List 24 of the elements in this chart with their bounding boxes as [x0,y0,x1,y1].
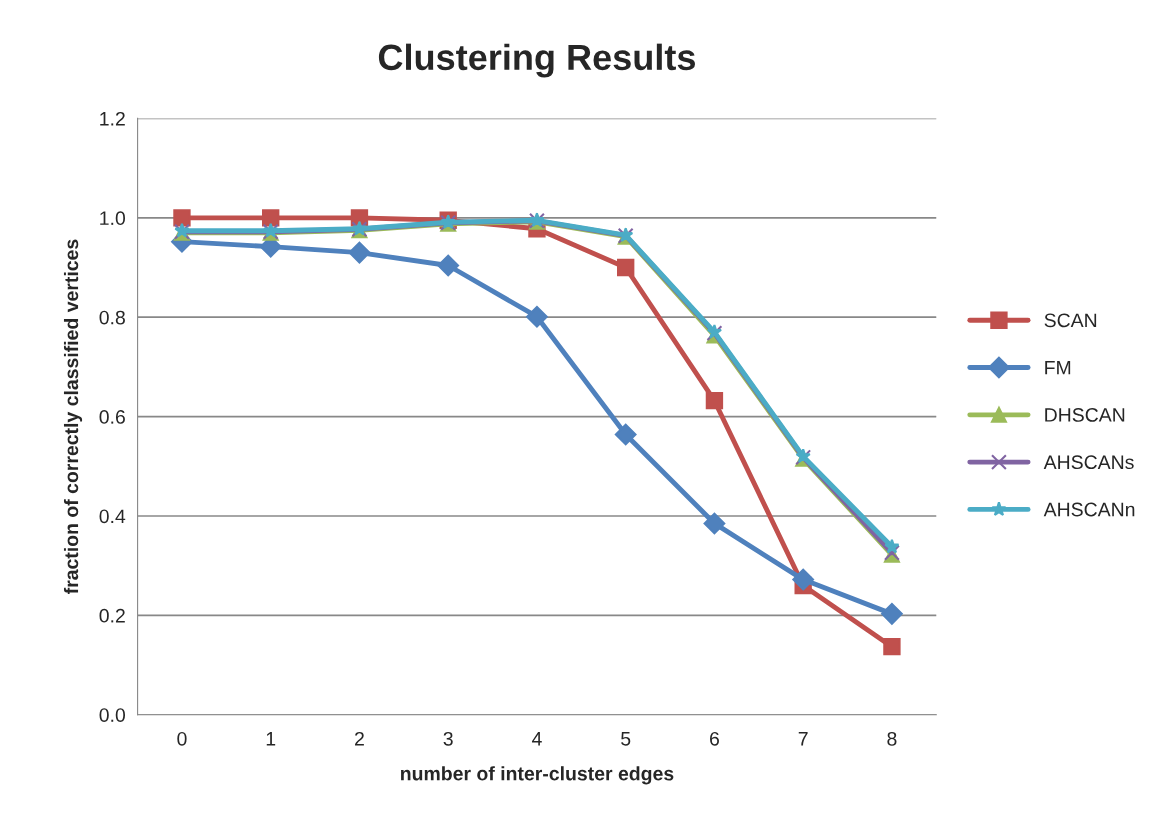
legend-label: SCAN [1044,313,1097,328]
x-axis-title: number of inter-cluster edges [401,766,674,785]
chart-title: Clustering Results [378,43,695,78]
y-tick-label: 0.4 [99,509,126,524]
x-tick-label: 8 [887,731,897,746]
y-tick-label: 1.2 [100,111,125,126]
x-tick-label: 3 [443,731,453,746]
x-tick-label: 7 [798,732,808,746]
y-tick-label: 0.2 [99,608,125,623]
x-tick-label: 4 [531,732,542,746]
y-axis-title: fraction of correctly classified vertices [63,239,83,595]
legend-label: FM [1045,360,1071,375]
y-tick-label: 1.0 [100,211,126,226]
y-tick-label: 0.8 [99,310,125,325]
y-tick-label: 0.0 [99,708,126,722]
x-tick-label: 1 [266,732,276,746]
x-tick-label: 2 [355,731,364,746]
x-tick-label: 5 [621,732,631,746]
x-tick-label: 6 [710,731,719,746]
y-tick-label: 0.6 [99,410,125,424]
legend-label: DHSCAN [1045,408,1125,422]
legend-label: AHSCANn [1043,502,1135,517]
x-tick-label: 0 [177,731,187,746]
legend-label: AHSCANs [1043,455,1134,470]
